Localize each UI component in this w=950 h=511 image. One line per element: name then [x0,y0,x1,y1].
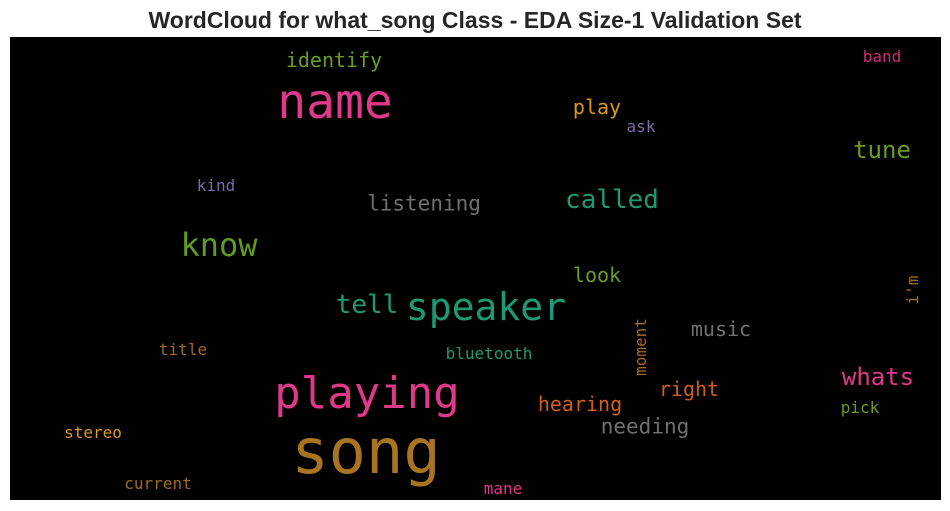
word-current: current [124,474,192,493]
word-stereo: stereo [64,423,122,442]
word-listening: listening [367,191,481,216]
word-pick: pick [840,398,880,417]
word-band: band [862,47,902,66]
word-speaker: speaker [405,285,567,329]
word-music: music [690,317,752,341]
word-kind: kind [196,176,236,195]
word-hearing: hearing [537,392,623,416]
chart-title: WordCloud for what_song Class - EDA Size… [148,7,802,33]
word-cloud-canvas: identify band name play ask tune kind listening… [10,37,941,500]
word-know: know [180,226,258,264]
word-playing: playing [274,368,460,419]
word-play: play [572,95,622,119]
word-tune: tune [853,136,911,164]
word-song: song [291,415,441,488]
word-whats: whats [841,363,915,391]
word-look: look [572,263,622,287]
word-bluetooth: bluetooth [445,344,533,363]
word-name: name [277,74,393,130]
word-title: title [158,340,208,359]
word-called: called [565,185,659,215]
word-mane: mane [483,479,523,498]
word-tell: tell [335,290,399,320]
word-right: right [658,377,720,401]
word-identify: identify [285,48,383,72]
word-ask: ask [626,117,656,136]
word-i-m: i'm [903,275,922,305]
word-moment: moment [631,318,650,376]
word-needing: needing [600,414,690,439]
